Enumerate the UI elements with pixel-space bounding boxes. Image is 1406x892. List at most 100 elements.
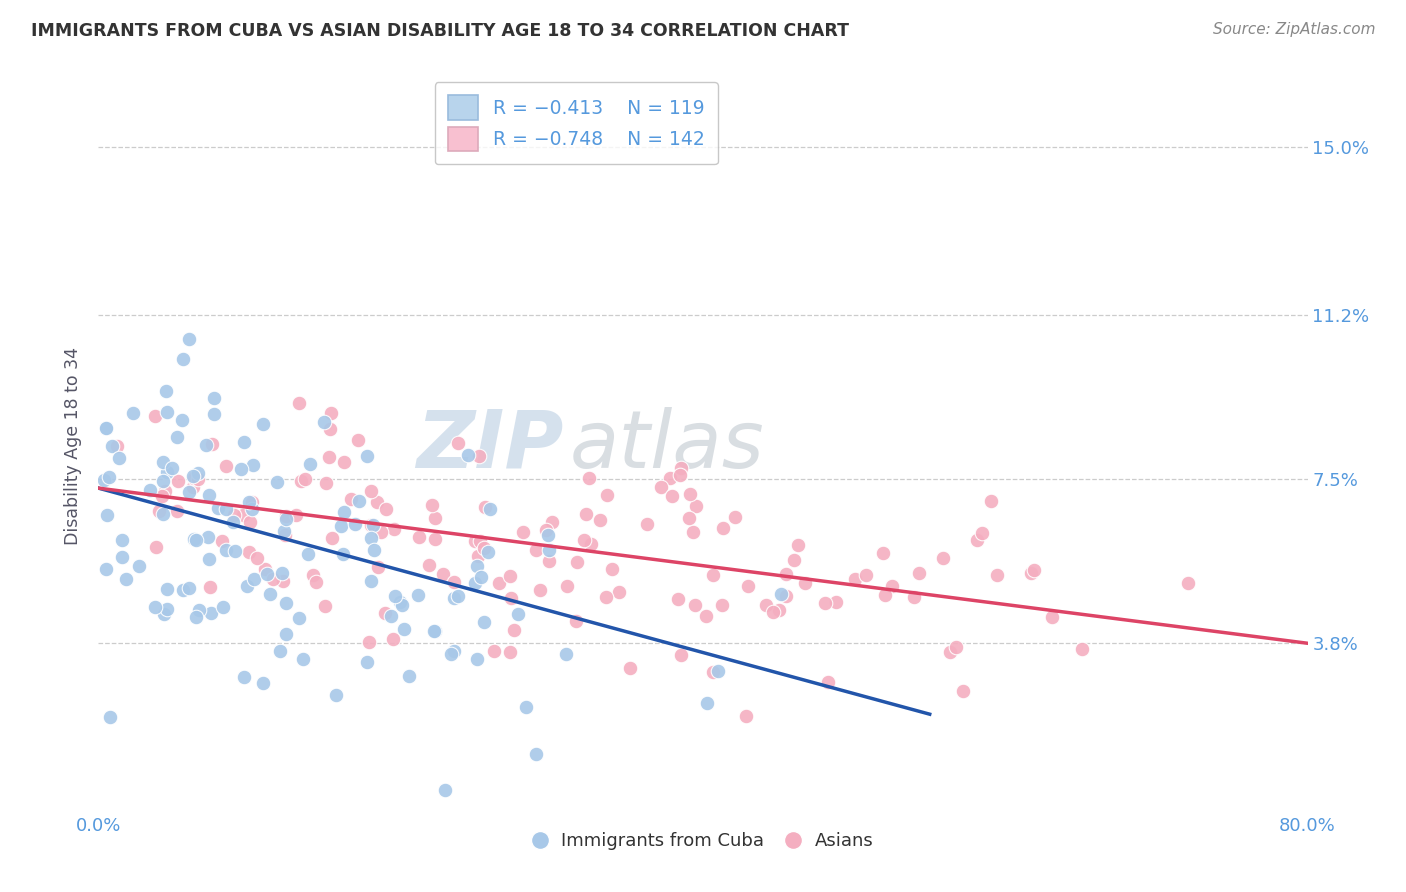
Point xyxy=(269,644,291,658)
Point xyxy=(457,448,479,462)
Point xyxy=(844,572,866,586)
Point xyxy=(274,528,297,542)
Point xyxy=(299,457,322,471)
Point xyxy=(472,541,495,555)
Point xyxy=(187,467,209,481)
Point xyxy=(207,501,229,516)
Point xyxy=(321,531,343,545)
Point xyxy=(156,465,179,479)
Point xyxy=(679,487,702,501)
Point xyxy=(1019,566,1042,580)
Point xyxy=(537,542,560,557)
Point xyxy=(389,595,412,609)
Point xyxy=(537,554,560,568)
Point xyxy=(332,505,354,519)
Point xyxy=(96,420,118,434)
Point xyxy=(198,487,221,501)
Point xyxy=(406,588,429,602)
Point xyxy=(253,561,276,575)
Point xyxy=(762,605,785,619)
Point xyxy=(659,471,682,485)
Point xyxy=(382,522,405,536)
Point xyxy=(172,583,194,598)
Point xyxy=(737,579,759,593)
Point xyxy=(240,501,263,516)
Point xyxy=(183,532,205,546)
Point xyxy=(363,543,385,558)
Point xyxy=(696,696,718,710)
Text: ZIP: ZIP xyxy=(416,407,564,485)
Point xyxy=(152,508,174,522)
Point xyxy=(115,572,138,586)
Point xyxy=(98,709,121,723)
Point xyxy=(211,600,233,615)
Point xyxy=(972,526,994,541)
Point xyxy=(200,606,222,620)
Point xyxy=(824,595,846,609)
Point xyxy=(619,661,641,675)
Point xyxy=(360,517,382,532)
Point xyxy=(361,517,384,532)
Point xyxy=(155,384,177,398)
Point xyxy=(474,615,496,630)
Point xyxy=(392,622,415,636)
Point xyxy=(252,417,274,431)
Point xyxy=(276,626,298,640)
Point xyxy=(575,508,598,522)
Point xyxy=(650,480,672,494)
Point xyxy=(695,608,717,623)
Point xyxy=(184,533,207,548)
Y-axis label: Disability Age 18 to 34: Disability Age 18 to 34 xyxy=(65,347,83,545)
Point xyxy=(423,624,446,638)
Point xyxy=(367,559,389,574)
Point xyxy=(600,562,623,576)
Point xyxy=(315,475,337,490)
Point xyxy=(274,511,297,525)
Point xyxy=(318,422,340,436)
Point xyxy=(768,602,790,616)
Point xyxy=(702,665,724,679)
Point xyxy=(238,544,260,558)
Point xyxy=(152,607,174,621)
Point xyxy=(145,409,167,424)
Point xyxy=(470,570,492,584)
Point xyxy=(467,450,489,464)
Point xyxy=(636,517,658,532)
Point xyxy=(432,567,454,582)
Point xyxy=(243,573,266,587)
Point xyxy=(671,648,693,662)
Point xyxy=(814,596,837,610)
Point xyxy=(579,536,602,550)
Point xyxy=(447,590,470,604)
Point xyxy=(945,640,967,654)
Point xyxy=(1042,609,1064,624)
Point xyxy=(541,515,564,529)
Point xyxy=(93,473,115,487)
Point xyxy=(986,567,1008,582)
Point xyxy=(170,413,193,427)
Point xyxy=(443,591,465,605)
Point xyxy=(447,436,470,450)
Point xyxy=(166,504,188,518)
Point xyxy=(939,645,962,659)
Point xyxy=(312,415,335,429)
Point xyxy=(236,579,259,593)
Point xyxy=(271,566,294,580)
Point xyxy=(855,568,877,582)
Point xyxy=(201,436,224,450)
Point xyxy=(872,546,894,560)
Point xyxy=(215,458,238,473)
Point xyxy=(420,499,443,513)
Point xyxy=(128,558,150,573)
Point xyxy=(347,494,370,508)
Point xyxy=(294,471,316,485)
Point xyxy=(595,590,617,604)
Point xyxy=(229,462,252,476)
Point xyxy=(332,455,354,469)
Point xyxy=(148,504,170,518)
Point xyxy=(666,592,689,607)
Point xyxy=(374,606,396,620)
Point xyxy=(529,582,551,597)
Point xyxy=(152,474,174,488)
Point xyxy=(346,434,368,448)
